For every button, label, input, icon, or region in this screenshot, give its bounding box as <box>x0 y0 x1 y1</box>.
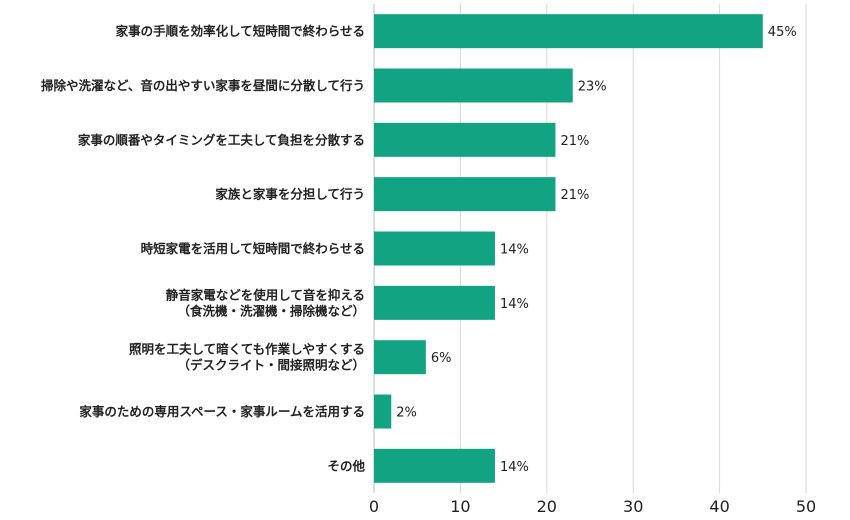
x-tick-label: 40 <box>709 497 729 516</box>
category-label: 時短家電を活用して短時間で終わらせる <box>141 241 365 256</box>
data-label: 14% <box>500 243 529 258</box>
category-label: 家族と家事を分担して行う <box>215 187 365 202</box>
data-label: 14% <box>500 297 529 312</box>
category-label: 静音家電などを使用して音を抑える <box>166 287 365 302</box>
data-label: 6% <box>431 351 452 366</box>
x-tick-label: 0 <box>369 497 379 516</box>
bar <box>374 14 763 49</box>
category-label: 掃除や洗濯など、音の出やすい家事を昼間に分散して行う <box>41 78 365 93</box>
x-tick-label: 50 <box>796 497 816 516</box>
x-tick-label: 30 <box>623 497 643 516</box>
x-tick-label: 20 <box>537 497 557 516</box>
category-label: 照明を工夫して暗くても作業しやすくする <box>129 342 365 357</box>
category-label: 家事の順番やタイミングを工夫して負担を分散する <box>78 132 365 147</box>
bar <box>374 231 495 266</box>
data-label: 2% <box>396 406 417 421</box>
bar <box>374 448 495 483</box>
bar <box>374 177 556 212</box>
category-label: その他 <box>327 458 365 473</box>
data-label: 45% <box>768 25 797 40</box>
bar <box>374 285 495 320</box>
category-label: 家事のための専用スペース・家事ルームを活用する <box>79 404 365 419</box>
data-label: 14% <box>500 460 529 475</box>
category-label: 家事の手順を効率化して短時間で終わらせる <box>116 24 365 39</box>
data-label: 21% <box>560 188 589 203</box>
data-label: 21% <box>560 134 589 149</box>
bar <box>374 68 573 103</box>
category-label: （食洗機・洗濯機・掃除機など） <box>177 303 365 318</box>
bar <box>374 340 426 375</box>
bar <box>374 394 392 429</box>
category-label: （デスクライト・間接照明など） <box>177 358 365 373</box>
x-tick-label: 10 <box>450 497 470 516</box>
bar <box>374 122 556 157</box>
data-label: 23% <box>578 80 607 95</box>
